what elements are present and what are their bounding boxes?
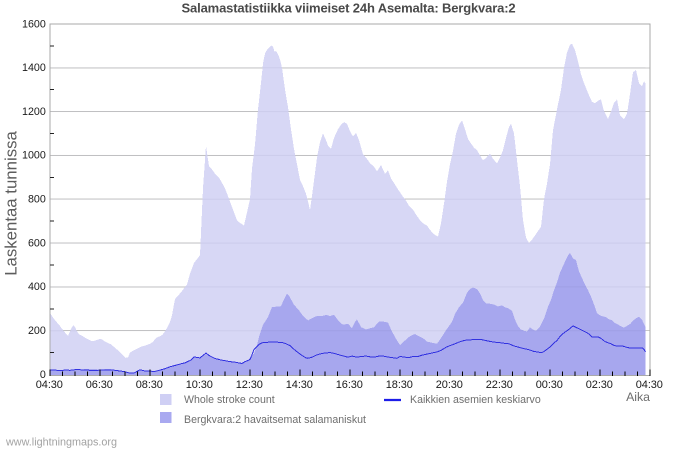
svg-text:400: 400 — [28, 281, 46, 293]
svg-text:04:30: 04:30 — [36, 379, 63, 391]
svg-text:04:30: 04:30 — [636, 379, 663, 391]
svg-text:1200: 1200 — [22, 106, 46, 118]
svg-text:200: 200 — [28, 325, 46, 337]
svg-text:800: 800 — [28, 194, 46, 206]
svg-text:Bergkvara:2 havaitsemat salama: Bergkvara:2 havaitsemat salamaniskut — [184, 414, 366, 426]
svg-text:Kaikkien asemien keskiarvo: Kaikkien asemien keskiarvo — [410, 394, 541, 406]
svg-text:10:30: 10:30 — [186, 379, 213, 391]
svg-text:www.lightningmaps.org: www.lightningmaps.org — [5, 436, 117, 448]
svg-text:1000: 1000 — [22, 150, 46, 162]
svg-text:06:30: 06:30 — [86, 379, 113, 391]
svg-text:22:30: 22:30 — [486, 379, 513, 391]
svg-text:Whole stroke count: Whole stroke count — [184, 394, 275, 406]
svg-text:12:30: 12:30 — [236, 379, 263, 391]
svg-text:02:30: 02:30 — [586, 379, 613, 391]
svg-text:20:30: 20:30 — [436, 379, 463, 391]
svg-text:08:30: 08:30 — [136, 379, 163, 391]
svg-text:Aika: Aika — [626, 390, 650, 404]
svg-text:Salamastatistiikka viimeiset 2: Salamastatistiikka viimeiset 24h Asemalt… — [182, 0, 516, 15]
svg-text:Laskentaa tunnissa: Laskentaa tunnissa — [2, 131, 21, 276]
svg-text:16:30: 16:30 — [336, 379, 363, 391]
svg-text:0: 0 — [40, 369, 46, 381]
svg-text:00:30: 00:30 — [536, 379, 563, 391]
svg-text:1600: 1600 — [22, 18, 46, 30]
svg-text:18:30: 18:30 — [386, 379, 413, 391]
svg-text:1400: 1400 — [22, 62, 46, 74]
svg-text:600: 600 — [28, 237, 46, 249]
svg-text:14:30: 14:30 — [286, 379, 313, 391]
